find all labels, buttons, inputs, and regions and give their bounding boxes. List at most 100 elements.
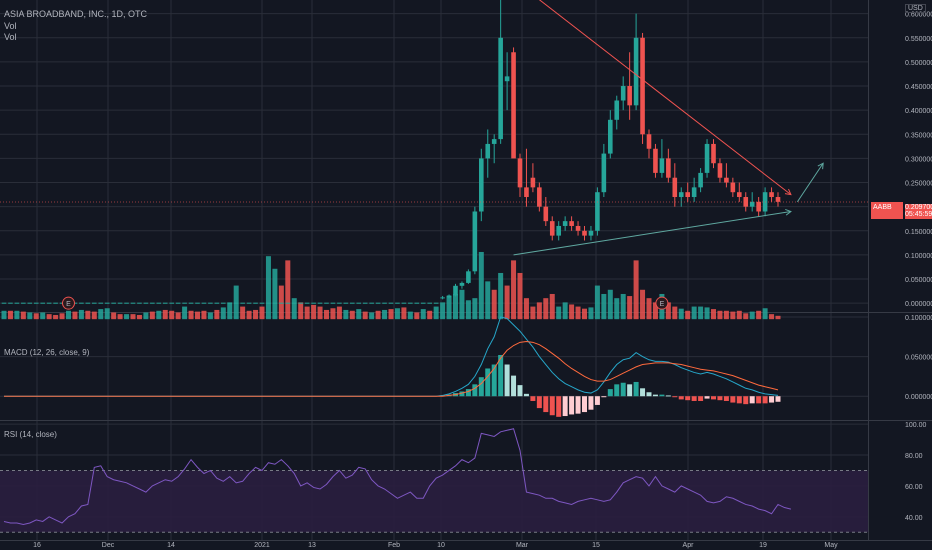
volume-bar <box>278 285 284 320</box>
volume-bar <box>336 306 342 320</box>
volume-bar <box>640 289 646 320</box>
macd-histogram-bar <box>698 396 704 401</box>
candle-body <box>498 37 503 140</box>
candle-body <box>337 302 342 304</box>
volume-bar <box>72 311 78 320</box>
candle-body <box>575 225 581 231</box>
macd-histogram-bar <box>601 396 607 398</box>
currency-badge[interactable]: USD <box>905 4 926 13</box>
volume-bar <box>582 308 587 320</box>
macd-histogram-bar <box>543 396 549 413</box>
candle-body <box>27 302 33 304</box>
candle-body <box>769 192 774 198</box>
volume-bar <box>117 314 123 320</box>
candle-body <box>311 302 316 304</box>
candle-body <box>8 302 13 304</box>
volume-bar <box>775 315 781 320</box>
candle-body <box>111 302 116 304</box>
candle-body <box>414 302 420 304</box>
volume-bar <box>33 313 39 320</box>
volume-bar <box>678 308 684 320</box>
trendline-arrowhead <box>784 188 792 196</box>
volume-bar <box>169 310 175 320</box>
candle-body <box>285 302 291 304</box>
candle-body <box>150 302 155 304</box>
volume-bar <box>143 312 149 320</box>
candle-body <box>537 187 542 207</box>
candle-body <box>259 302 265 304</box>
volume-bar <box>66 310 71 320</box>
volume-bar <box>478 251 484 320</box>
macd-histogram-bar <box>678 396 684 400</box>
volume-bar <box>562 302 568 320</box>
earnings-marker-label: E <box>66 301 71 308</box>
volume-bar <box>749 311 755 320</box>
volume-bar <box>182 306 188 320</box>
volume-bar <box>324 309 329 320</box>
volume-bar <box>388 309 394 320</box>
macd-histogram-bar <box>633 381 639 397</box>
volume-bar <box>730 311 736 320</box>
candle-body <box>633 37 639 106</box>
candle-body <box>724 177 729 183</box>
volume-bar <box>459 289 465 320</box>
volume-bar <box>27 312 33 320</box>
price-axis-tick: 0.450000 <box>905 84 932 91</box>
price-axis-tick: 0.000000 <box>905 301 932 308</box>
volume-bar <box>175 312 181 320</box>
time-axis-tick: 16 <box>33 542 41 549</box>
candle-body <box>562 221 568 226</box>
macd-histogram-bar <box>685 396 691 401</box>
last-price-value: 0.209700 <box>905 204 932 212</box>
volume-bar <box>646 298 652 320</box>
volume-bar <box>356 309 362 320</box>
earnings-marker-label: E <box>660 301 665 308</box>
price-axis-tick: 0.400000 <box>905 108 932 115</box>
candle-body <box>737 192 742 198</box>
candle-body <box>511 52 516 159</box>
volume-bar <box>575 306 581 320</box>
macd-histogram-bar <box>665 395 671 397</box>
volume-bar <box>104 308 110 320</box>
volume-bar <box>240 306 246 320</box>
volume-bar <box>285 260 291 320</box>
candle-body <box>466 271 471 283</box>
macd-histogram-bar <box>691 396 697 401</box>
candle-body <box>362 302 368 304</box>
volume-bar <box>756 310 762 320</box>
price-axis-tick: 0.100000 <box>905 253 932 260</box>
volume-bar <box>420 309 426 320</box>
volume-bar <box>130 314 136 320</box>
macd-histogram-bar <box>711 396 716 400</box>
candle-body <box>317 302 323 304</box>
candle-body <box>169 302 174 304</box>
rsi-axis-tick: 40.00 <box>905 515 923 522</box>
macd-histogram-bar <box>627 384 633 397</box>
candle-body <box>614 100 620 120</box>
macd-histogram-bar <box>620 382 626 397</box>
candle-body <box>459 282 465 286</box>
volume-bar <box>98 309 104 320</box>
rsi-line <box>3 428 792 526</box>
candle-body <box>330 302 336 304</box>
macd-histogram-bar <box>536 396 542 409</box>
macd-histogram-bar <box>717 396 723 401</box>
volume-bar <box>453 293 458 320</box>
trendline-projection-arrow <box>796 162 824 203</box>
candle-body <box>137 302 142 304</box>
volume-bar <box>536 302 542 320</box>
volume-bar <box>743 313 749 320</box>
candle-body <box>33 302 39 304</box>
volume-bar <box>91 311 97 320</box>
macd-histogram-bar <box>652 394 658 397</box>
candle-body <box>627 86 632 106</box>
rsi-axis-tick: 80.00 <box>905 453 923 460</box>
rsi-title: RSI (14, close) <box>4 430 57 439</box>
volume-bar <box>1 310 7 320</box>
candle-body <box>601 153 607 193</box>
time-axis-tick: 14 <box>167 542 175 549</box>
macd-histogram-bar <box>562 396 568 417</box>
volume-bar <box>607 289 613 320</box>
volume-bar <box>149 311 155 320</box>
